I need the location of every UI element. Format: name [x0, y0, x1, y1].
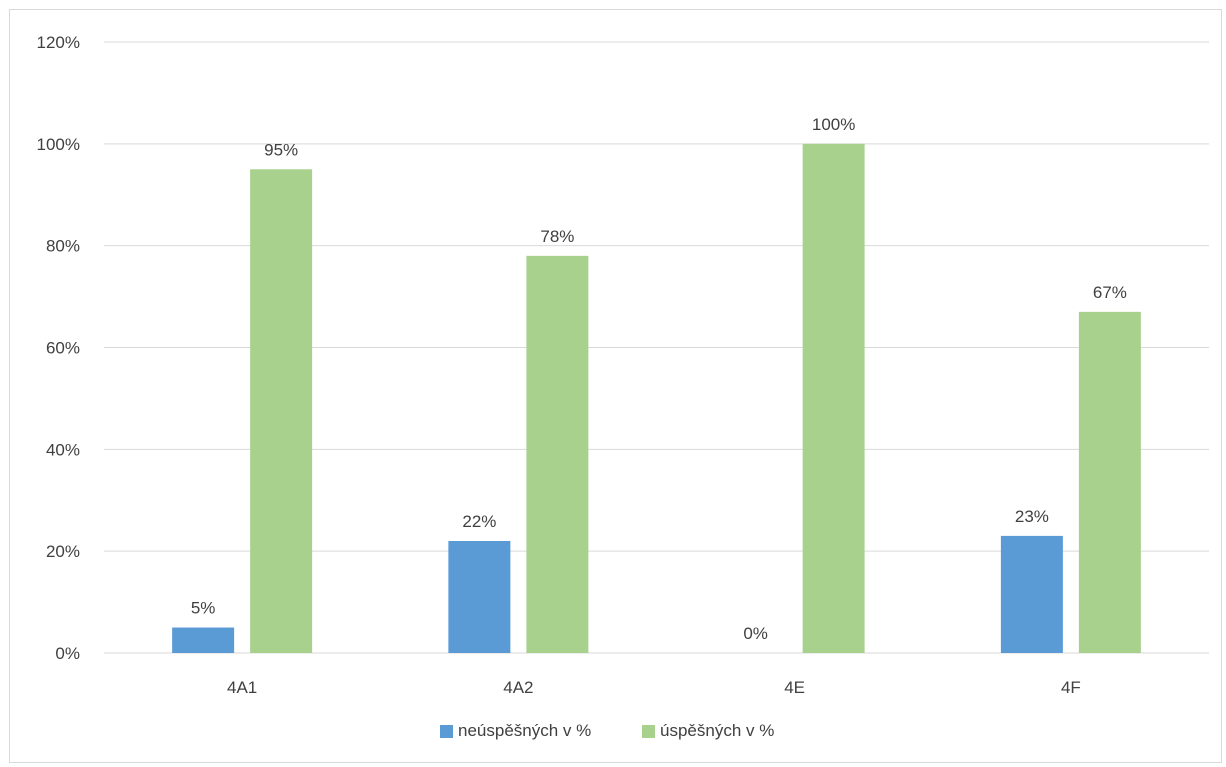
y-tick-label: 20%: [46, 542, 80, 561]
x-tick-label: 4E: [784, 678, 805, 697]
y-axis-tick-labels: 0% 20% 40% 60% 80% 100% 120%: [37, 33, 80, 663]
legend-swatch: [642, 725, 655, 738]
bar-success-4e: [802, 143, 865, 654]
data-label: 23%: [1015, 507, 1049, 526]
bar-success-4a2: [526, 255, 589, 653]
x-tick-label: 4A1: [227, 678, 257, 697]
legend-label: úspěšných v %: [660, 721, 774, 740]
y-tick-label: 120%: [37, 33, 80, 52]
bars: [172, 143, 1141, 654]
y-tick-label: 40%: [46, 440, 80, 459]
y-tick-label: 60%: [46, 339, 80, 358]
bar-fail-4a1: [172, 627, 235, 653]
data-label: 22%: [462, 512, 496, 531]
legend-swatch: [440, 725, 453, 738]
data-label: 0%: [743, 624, 768, 643]
data-label: 67%: [1093, 283, 1127, 302]
y-tick-label: 0%: [55, 644, 80, 663]
bar-success-4a1: [250, 169, 313, 653]
data-label: 78%: [540, 227, 574, 246]
data-label: 95%: [264, 140, 298, 159]
data-labels: 5% 95% 22% 78% 0% 100% 23% 67%: [191, 115, 1127, 643]
x-tick-label: 4F: [1061, 678, 1081, 697]
y-tick-label: 100%: [37, 135, 80, 154]
x-axis-tick-labels: 4A1 4A2 4E 4F: [227, 678, 1081, 697]
legend: neúspěšných v % úspěšných v %: [440, 721, 774, 740]
data-label: 100%: [812, 115, 855, 134]
x-tick-label: 4A2: [503, 678, 533, 697]
y-tick-label: 80%: [46, 237, 80, 256]
data-label: 5%: [191, 599, 216, 618]
bar-fail-4a2: [448, 540, 511, 653]
legend-label: neúspěšných v %: [458, 721, 591, 740]
bar-fail-4f: [1000, 535, 1063, 653]
bar-success-4f: [1078, 311, 1141, 653]
chart-border: [9, 9, 1222, 763]
